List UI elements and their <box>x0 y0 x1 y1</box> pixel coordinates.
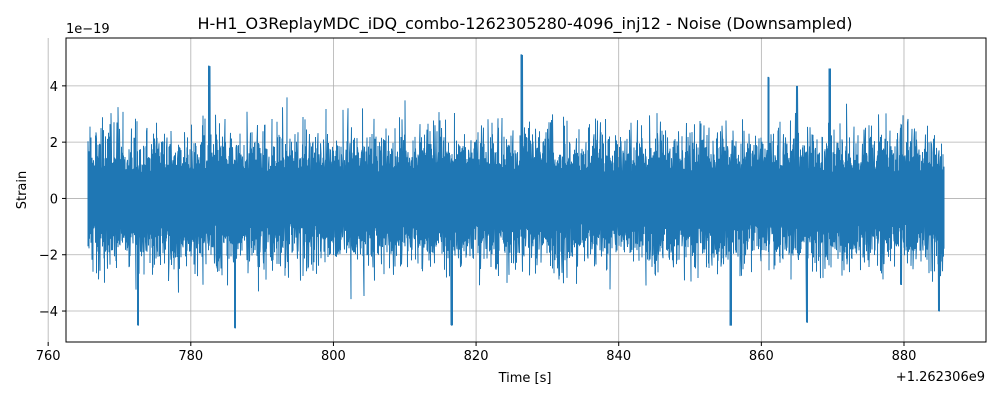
y-tick-label: −4 <box>39 305 58 320</box>
y-axis-ticks: −4 −2 0 2 4 <box>39 80 66 320</box>
x-tick-label: 840 <box>606 349 631 364</box>
y-tick-label: 2 <box>50 136 58 151</box>
x-tick-label: 800 <box>321 349 346 364</box>
y-axis-label: Strain <box>15 171 30 210</box>
x-axis-ticks: 760 780 800 820 840 860 880 <box>36 342 917 364</box>
x-tick-label: 880 <box>892 349 917 364</box>
x-tick-label: 760 <box>36 349 61 364</box>
noise-series-line <box>87 54 945 329</box>
plot-area-frame <box>65 37 987 343</box>
y-axis-scale-label: 1e−19 <box>66 22 110 37</box>
chart-title: H-H1_O3ReplayMDC_iDQ_combo-1262305280-40… <box>198 14 853 34</box>
x-tick-label: 860 <box>749 349 774 364</box>
x-tick-label: 820 <box>464 349 489 364</box>
x-tick-label: 780 <box>178 349 203 364</box>
y-tick-label: 4 <box>50 80 58 95</box>
series-group <box>87 54 945 329</box>
y-tick-label: −2 <box>39 249 58 264</box>
x-axis-offset-label: +1.262306e9 <box>896 370 985 385</box>
y-tick-label: 0 <box>50 192 58 207</box>
x-axis-label: Time [s] <box>498 371 552 386</box>
